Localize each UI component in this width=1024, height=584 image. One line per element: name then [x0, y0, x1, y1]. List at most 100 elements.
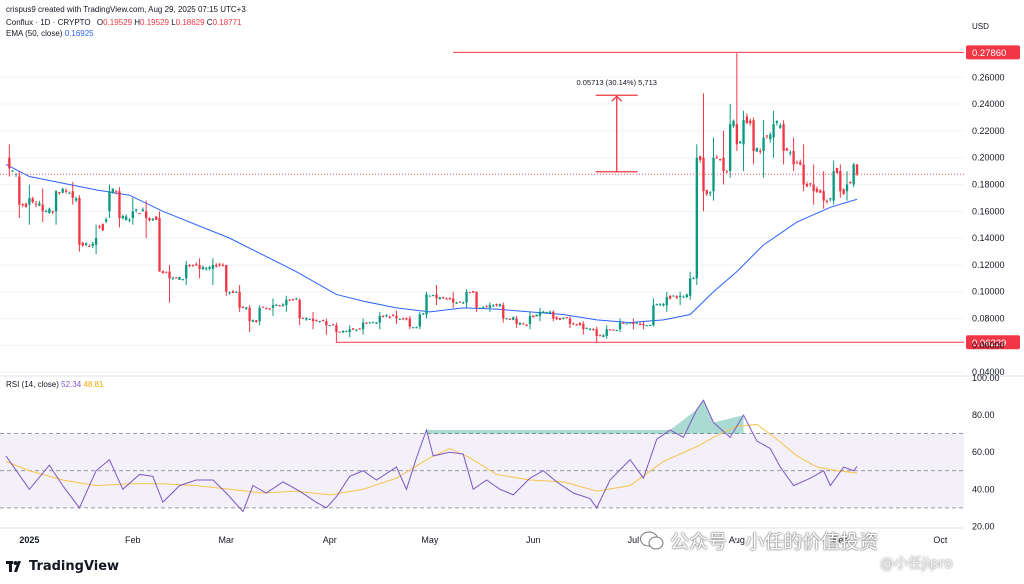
- candle-body: [765, 135, 769, 137]
- high-label: H: [134, 18, 141, 27]
- watermark-text: 公众号 · 小任的价值投资: [670, 531, 879, 553]
- candle-body: [134, 209, 138, 211]
- candle-body: [8, 157, 11, 169]
- candle-body: [615, 330, 618, 332]
- price-grid: [0, 76, 964, 373]
- candle-body: [578, 322, 582, 326]
- candle-body: [435, 294, 438, 299]
- candle-body: [281, 304, 285, 307]
- candle-body: [812, 184, 815, 192]
- rsi-legend[interactable]: RSI (14, close) 52.34 48.81: [6, 380, 103, 389]
- candle-body: [845, 184, 849, 192]
- candle-body: [705, 190, 709, 195]
- candle-body: [525, 324, 528, 326]
- created-by: crispus9 created with TradingView.com, A…: [6, 5, 246, 14]
- currency-label: USD: [972, 22, 989, 31]
- symbol-name: Conflux · 1D · CRYPTO: [6, 18, 91, 27]
- candle-body: [298, 299, 301, 319]
- candles: [8, 53, 859, 343]
- candle-body: [759, 150, 762, 152]
- candle-body: [94, 238, 98, 245]
- candle-body: [462, 302, 465, 304]
- candle-body: [732, 120, 735, 127]
- candle-body: [668, 295, 672, 299]
- candle-body: [468, 292, 472, 294]
- candle-body: [752, 120, 755, 151]
- time-tick-label: Sep: [832, 535, 848, 545]
- candle-body: [709, 192, 712, 194]
- symbol-line: Conflux · 1D · CRYPTO O0.19529 H0.19529 …: [6, 18, 242, 27]
- candle-body: [34, 203, 38, 205]
- candle-body: [692, 278, 695, 280]
- candle-body: [301, 317, 305, 319]
- candle-body: [472, 290, 475, 293]
- candle-body: [358, 328, 361, 330]
- candle-body: [175, 277, 178, 279]
- high-value: 0.19529: [140, 18, 169, 27]
- rsi-overbought-fill: [426, 400, 744, 434]
- rsi-ma-line: [5, 423, 858, 496]
- candle-body: [535, 314, 538, 317]
- candle-body: [702, 157, 705, 192]
- candle-body: [815, 188, 819, 192]
- candle-body: [305, 317, 308, 320]
- ema-value: 0.16925: [64, 29, 94, 38]
- candle-body: [361, 322, 365, 330]
- candle-body: [295, 298, 298, 300]
- candle-body: [235, 291, 238, 293]
- candle-body: [432, 294, 435, 296]
- price-pane: [0, 20, 964, 376]
- candle-body: [532, 315, 535, 318]
- candle-body: [165, 271, 168, 273]
- level-label-bg: [966, 45, 1020, 60]
- ema-legend[interactable]: EMA (50, close) 0.16925: [6, 29, 94, 38]
- price-tick-label: 0.06000: [972, 340, 1005, 350]
- candle-body: [585, 328, 588, 330]
- candle-body: [825, 200, 829, 202]
- measure-arrow-head: [611, 95, 623, 102]
- candle-body: [605, 329, 608, 336]
- candle-body: [64, 190, 68, 192]
- candle-body: [678, 295, 682, 298]
- tradingview-logo-icon: [6, 561, 21, 572]
- rsi-axis: 100.00 80.00 60.00 40.00 20.00: [972, 373, 1000, 531]
- candle-body: [749, 120, 752, 124]
- candle-body: [188, 265, 191, 267]
- candle-body: [81, 242, 84, 246]
- candle-body: [575, 324, 578, 326]
- candle-body: [712, 157, 715, 192]
- candle-body: [695, 157, 698, 279]
- rsi-band: [0, 433, 964, 509]
- level-label: 0.27860: [972, 48, 1006, 59]
- candle-body: [28, 197, 31, 205]
- candle-body: [38, 203, 41, 206]
- candle-body: [688, 278, 692, 296]
- candle-body: [805, 184, 809, 187]
- rsi-tick-label: 80.00: [972, 410, 995, 420]
- candle-body: [84, 243, 88, 246]
- watermark-sub: @小任jipro: [880, 556, 953, 572]
- ema-layer: [5, 163, 858, 324]
- candle-body: [351, 328, 355, 330]
- candle-body: [548, 311, 552, 314]
- candle-body: [375, 322, 378, 324]
- tradingview-logo[interactable]: TradingView: [6, 559, 119, 574]
- candle-body: [141, 209, 144, 212]
- time-tick-label: Oct: [933, 535, 948, 545]
- candle-body: [822, 191, 825, 201]
- candle-body: [729, 124, 732, 172]
- candle-body: [598, 335, 602, 337]
- candle-body: [124, 216, 128, 220]
- candle-body: [715, 157, 719, 159]
- candle-body: [21, 204, 24, 206]
- candle-body: [855, 164, 859, 175]
- candle-body: [498, 304, 502, 307]
- candle-body: [555, 317, 558, 320]
- candle-body: [638, 323, 642, 325]
- candle-body: [739, 141, 742, 144]
- candle-body: [518, 322, 522, 325]
- candle-body: [288, 299, 291, 301]
- price-tick-label: 0.26000: [972, 72, 1005, 82]
- candle-body: [138, 213, 141, 215]
